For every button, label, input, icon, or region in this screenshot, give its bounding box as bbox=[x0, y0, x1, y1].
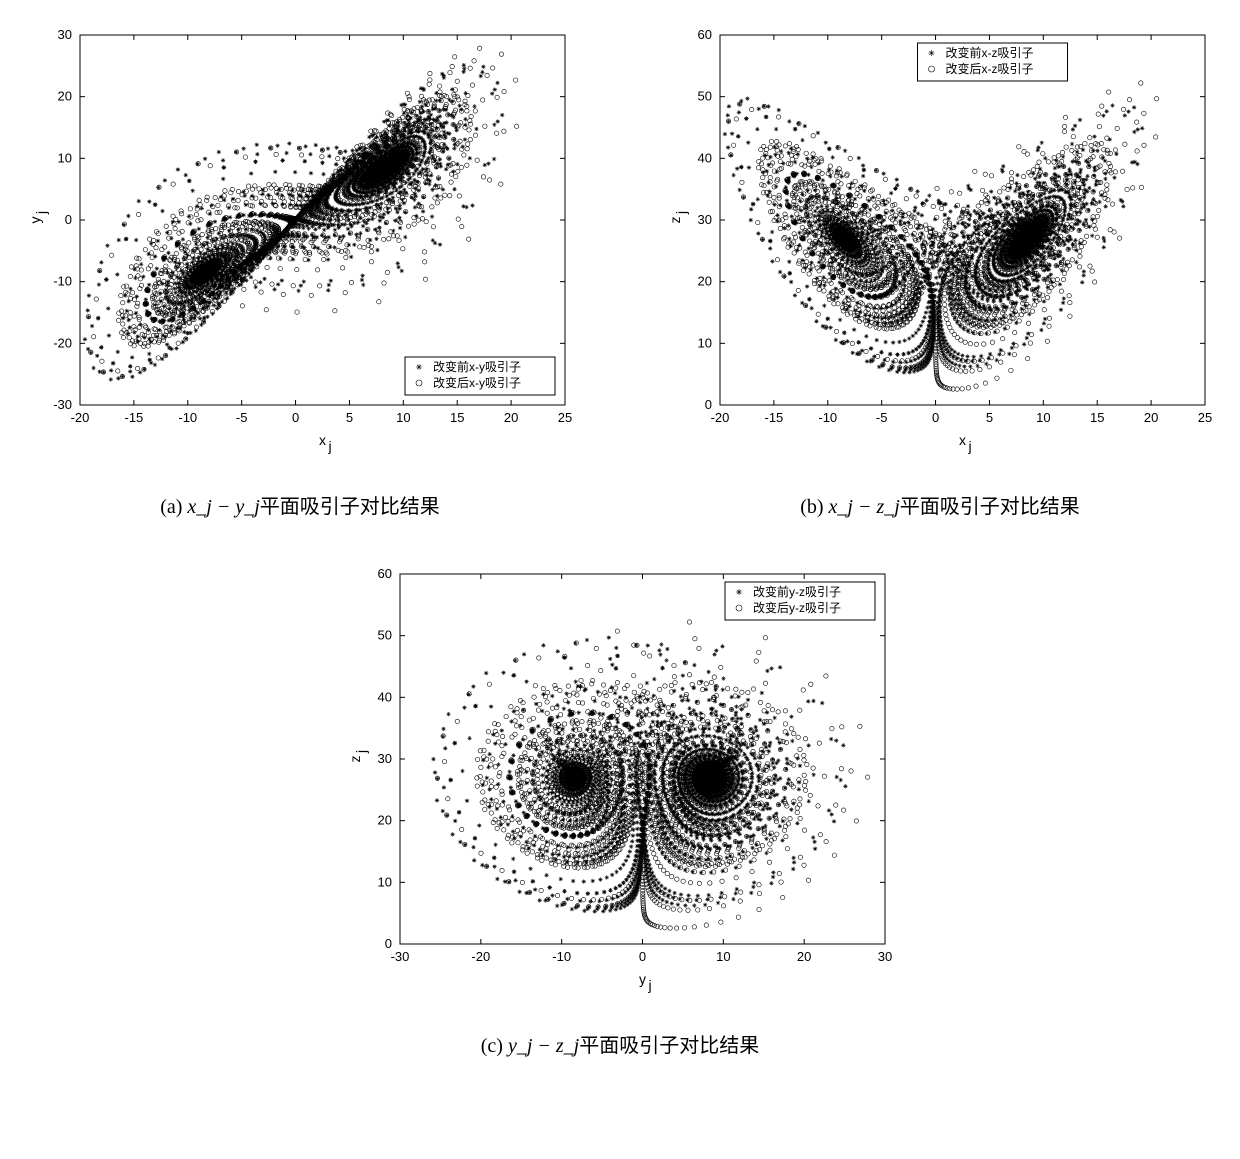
svg-text:0: 0 bbox=[292, 410, 299, 425]
svg-text:-10: -10 bbox=[818, 410, 837, 425]
svg-text:-15: -15 bbox=[124, 410, 143, 425]
svg-text:50: 50 bbox=[698, 89, 712, 104]
svg-text:-10: -10 bbox=[53, 274, 72, 289]
svg-text:j: j bbox=[33, 211, 49, 215]
panel-a: -20-15-10-50510152025-30-20-100102030xjy… bbox=[20, 20, 580, 559]
svg-text:20: 20 bbox=[1144, 410, 1158, 425]
svg-text:0: 0 bbox=[932, 410, 939, 425]
plot-a: -20-15-10-50510152025-30-20-100102030xjy… bbox=[20, 20, 580, 460]
panel-b: -20-15-10-505101520250102030405060xjzj改变… bbox=[660, 20, 1220, 559]
svg-text:-20: -20 bbox=[711, 410, 730, 425]
panel-c: -30-20-1001020300102030405060yjzj改变前y-z吸… bbox=[340, 559, 900, 1098]
svg-text:y: y bbox=[27, 217, 43, 224]
svg-text:-10: -10 bbox=[178, 410, 197, 425]
svg-text:-5: -5 bbox=[876, 410, 888, 425]
svg-text:5: 5 bbox=[346, 410, 353, 425]
caption-c: (c) y_j − z_j平面吸引子对比结果 bbox=[481, 1029, 759, 1058]
svg-text:-20: -20 bbox=[71, 410, 90, 425]
svg-text:30: 30 bbox=[698, 212, 712, 227]
svg-text:30: 30 bbox=[58, 27, 72, 42]
svg-text:20: 20 bbox=[698, 274, 712, 289]
svg-text:j: j bbox=[673, 211, 689, 215]
svg-text:-20: -20 bbox=[53, 335, 72, 350]
caption-b-suffix: 平面吸引子对比结果 bbox=[900, 496, 1080, 518]
caption-a-prefix: (a) bbox=[160, 496, 187, 518]
svg-text:j: j bbox=[328, 438, 332, 454]
svg-text:改变前x-y吸引子: 改变前x-y吸引子 bbox=[433, 359, 521, 374]
figure-grid: -20-15-10-50510152025-30-20-100102030xjy… bbox=[20, 20, 1220, 1098]
svg-text:10: 10 bbox=[1036, 410, 1050, 425]
svg-text:15: 15 bbox=[1090, 410, 1104, 425]
caption-b-math: x_j − z_j bbox=[829, 496, 900, 518]
svg-text:10: 10 bbox=[58, 150, 72, 165]
svg-text:j: j bbox=[968, 438, 972, 454]
caption-c-prefix: (c) bbox=[481, 1035, 508, 1057]
svg-text:改变后x-y吸引子: 改变后x-y吸引子 bbox=[433, 375, 521, 390]
svg-text:-30: -30 bbox=[53, 397, 72, 412]
svg-text:0: 0 bbox=[65, 212, 72, 227]
svg-text:25: 25 bbox=[558, 410, 572, 425]
caption-c-suffix: 平面吸引子对比结果 bbox=[579, 1035, 759, 1057]
svg-text:x: x bbox=[319, 432, 326, 448]
plot-c: -30-20-1001020300102030405060yjzj改变前y-z吸… bbox=[340, 559, 900, 999]
svg-text:-5: -5 bbox=[236, 410, 248, 425]
caption-a-math: x_j − y_j bbox=[187, 496, 259, 518]
caption-a-suffix: 平面吸引子对比结果 bbox=[260, 496, 440, 518]
svg-text:10: 10 bbox=[396, 410, 410, 425]
svg-text:0: 0 bbox=[705, 397, 712, 412]
row-bottom: -30-20-1001020300102030405060yjzj改变前y-z吸… bbox=[20, 559, 1220, 1098]
caption-b: (b) x_j − z_j平面吸引子对比结果 bbox=[800, 490, 1080, 519]
svg-text:20: 20 bbox=[504, 410, 518, 425]
row-top: -20-15-10-50510152025-30-20-100102030xjy… bbox=[20, 20, 1220, 559]
caption-a: (a) x_j − y_j平面吸引子对比结果 bbox=[160, 490, 440, 519]
svg-text:25: 25 bbox=[1198, 410, 1212, 425]
svg-text:5: 5 bbox=[986, 410, 993, 425]
caption-c-math: y_j − z_j bbox=[508, 1035, 579, 1057]
svg-text:x: x bbox=[959, 432, 966, 448]
svg-text:15: 15 bbox=[450, 410, 464, 425]
svg-text:z: z bbox=[667, 217, 683, 224]
caption-b-prefix: (b) bbox=[800, 496, 828, 518]
svg-text:-15: -15 bbox=[764, 410, 783, 425]
svg-text:40: 40 bbox=[698, 150, 712, 165]
plot-b: -20-15-10-505101520250102030405060xjzj改变… bbox=[660, 20, 1220, 460]
svg-text:20: 20 bbox=[58, 89, 72, 104]
svg-text:10: 10 bbox=[698, 335, 712, 350]
svg-text:60: 60 bbox=[698, 27, 712, 42]
